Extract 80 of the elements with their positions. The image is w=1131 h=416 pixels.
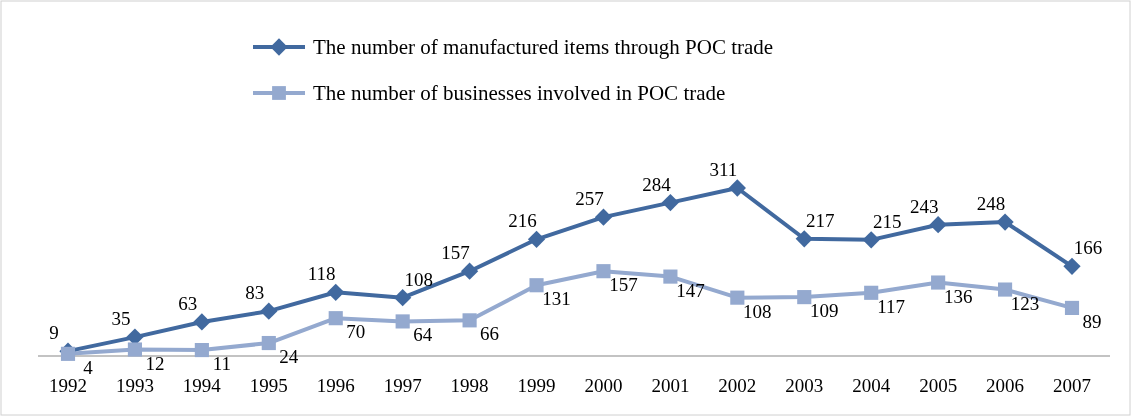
data-label: 166 bbox=[1073, 237, 1103, 259]
legend-label: The number of businesses involved in POC trade bbox=[313, 81, 726, 105]
data-label: 63 bbox=[178, 292, 198, 314]
data-label: 311 bbox=[709, 159, 738, 180]
point bbox=[797, 290, 812, 305]
x-tick-label: 2002 bbox=[718, 375, 757, 396]
point bbox=[260, 302, 278, 320]
data-label: 35 bbox=[111, 308, 131, 330]
x-tick-label: 1999 bbox=[517, 375, 556, 396]
point bbox=[929, 216, 947, 234]
data-label: 157 bbox=[609, 274, 638, 296]
data-label: 215 bbox=[872, 210, 902, 232]
x-tick-label: 1992 bbox=[49, 375, 87, 396]
data-label: 70 bbox=[346, 321, 366, 343]
x-tick-label: 1996 bbox=[316, 375, 355, 396]
data-label: 157 bbox=[441, 242, 470, 264]
data-label: 108 bbox=[743, 300, 772, 322]
x-tick-label: 2000 bbox=[584, 375, 623, 396]
point bbox=[328, 311, 343, 326]
point bbox=[998, 282, 1013, 297]
point bbox=[527, 230, 546, 248]
point bbox=[460, 262, 479, 280]
data-label: 131 bbox=[542, 288, 571, 310]
point bbox=[1064, 300, 1080, 315]
legend-label: The number of manufactured items through POC trade bbox=[313, 35, 774, 59]
data-label: 217 bbox=[806, 209, 835, 231]
point bbox=[60, 346, 76, 361]
x-tick-label: 1997 bbox=[383, 375, 422, 396]
point bbox=[596, 264, 611, 279]
point bbox=[261, 335, 276, 351]
x-tick-label: 2001 bbox=[651, 375, 690, 396]
x-tick-label: 1998 bbox=[450, 375, 489, 396]
data-label: 24 bbox=[279, 346, 299, 368]
data-label: 123 bbox=[1010, 292, 1040, 314]
data-label: 117 bbox=[877, 295, 906, 317]
point bbox=[1063, 257, 1081, 275]
data-label: 109 bbox=[810, 300, 839, 322]
data-label: 284 bbox=[642, 173, 672, 195]
data-label: 216 bbox=[508, 210, 537, 232]
point bbox=[663, 269, 678, 284]
x-tick-label: 2007 bbox=[1053, 375, 1091, 396]
point bbox=[529, 278, 544, 293]
point bbox=[395, 314, 410, 329]
x-tick-label: 2005 bbox=[919, 375, 958, 396]
point bbox=[862, 231, 880, 249]
point bbox=[194, 342, 209, 358]
x-tick-label: 1993 bbox=[115, 375, 154, 396]
x-tick-label: 2006 bbox=[986, 375, 1025, 396]
point bbox=[462, 313, 477, 328]
data-label: 89 bbox=[1082, 310, 1102, 332]
data-label: 243 bbox=[909, 195, 939, 217]
point bbox=[795, 230, 813, 248]
data-label: 64 bbox=[413, 324, 433, 346]
point bbox=[728, 179, 746, 197]
point bbox=[996, 213, 1014, 231]
x-tick-label: 1995 bbox=[249, 375, 288, 396]
data-label: 12 bbox=[145, 352, 165, 374]
data-label: 4 bbox=[83, 356, 94, 378]
data-label: 257 bbox=[575, 188, 604, 210]
data-label: 108 bbox=[404, 268, 433, 290]
point bbox=[730, 290, 745, 305]
point bbox=[661, 193, 680, 212]
data-label: 9 bbox=[49, 322, 59, 344]
data-label: 66 bbox=[480, 323, 500, 345]
data-label: 248 bbox=[976, 193, 1006, 215]
data-label: 11 bbox=[212, 353, 232, 375]
point bbox=[394, 289, 412, 307]
data-label: 147 bbox=[676, 279, 705, 301]
x-tick-label: 2003 bbox=[785, 375, 824, 396]
point bbox=[594, 208, 613, 226]
point bbox=[127, 342, 142, 357]
point bbox=[193, 313, 211, 331]
data-label: 83 bbox=[245, 282, 265, 304]
point bbox=[864, 285, 879, 300]
point bbox=[327, 283, 345, 301]
x-tick-label: 2004 bbox=[852, 375, 891, 396]
x-tick-label: 1994 bbox=[182, 375, 222, 396]
point bbox=[931, 275, 946, 290]
data-label: 136 bbox=[943, 285, 973, 307]
data-label: 118 bbox=[307, 263, 336, 285]
